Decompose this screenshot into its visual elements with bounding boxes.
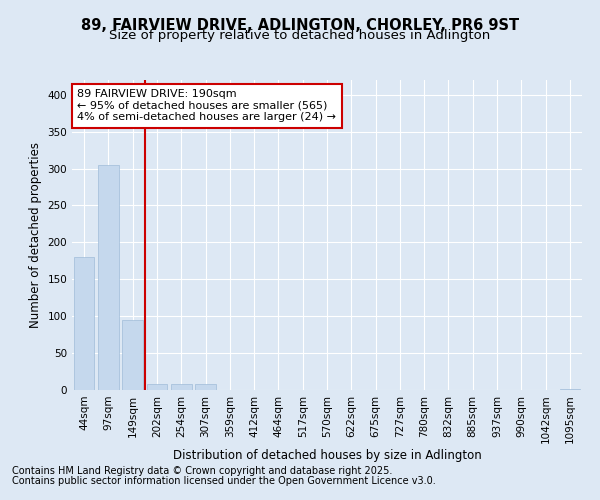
Text: 89 FAIRVIEW DRIVE: 190sqm
← 95% of detached houses are smaller (565)
4% of semi-: 89 FAIRVIEW DRIVE: 190sqm ← 95% of detac… xyxy=(77,90,336,122)
Bar xyxy=(74,257,94,390)
Bar xyxy=(560,388,580,390)
Bar xyxy=(146,384,167,390)
Bar xyxy=(122,320,143,390)
Bar xyxy=(171,384,191,390)
Bar xyxy=(195,384,216,390)
Y-axis label: Number of detached properties: Number of detached properties xyxy=(29,142,42,328)
Text: Contains public sector information licensed under the Open Government Licence v3: Contains public sector information licen… xyxy=(12,476,436,486)
Bar xyxy=(98,165,119,390)
Text: Contains HM Land Registry data © Crown copyright and database right 2025.: Contains HM Land Registry data © Crown c… xyxy=(12,466,392,476)
Text: Size of property relative to detached houses in Adlington: Size of property relative to detached ho… xyxy=(109,29,491,42)
Text: 89, FAIRVIEW DRIVE, ADLINGTON, CHORLEY, PR6 9ST: 89, FAIRVIEW DRIVE, ADLINGTON, CHORLEY, … xyxy=(81,18,519,32)
X-axis label: Distribution of detached houses by size in Adlington: Distribution of detached houses by size … xyxy=(173,449,481,462)
